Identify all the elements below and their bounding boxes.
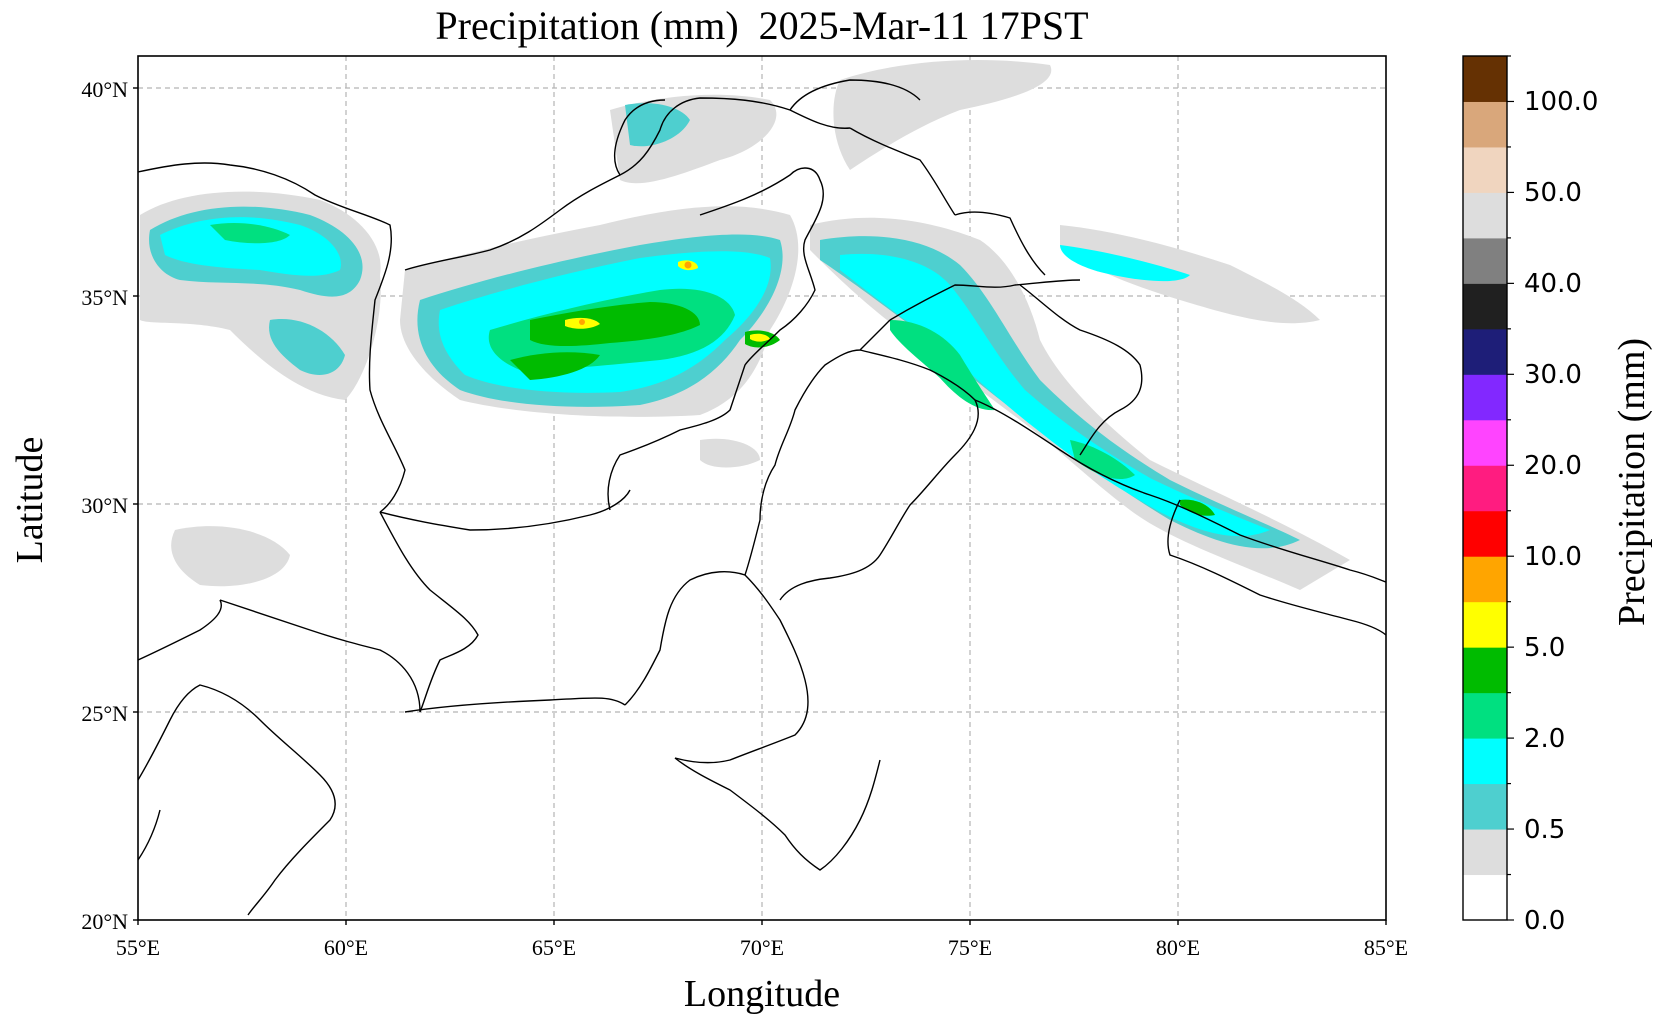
border-line (138, 162, 406, 513)
precip-contour-cyan (269, 319, 345, 375)
colorbar-segment (1463, 56, 1507, 102)
border-line (779, 349, 979, 601)
precip-contour-light (1060, 225, 1320, 324)
colorbar-segment (1463, 101, 1507, 148)
border-line (404, 97, 851, 271)
colorbar-segment (1463, 192, 1507, 239)
colorbar-segment (1463, 647, 1507, 694)
colorbar-tick-label: 2.0 (1524, 724, 1566, 754)
colorbar-segment (1463, 283, 1507, 330)
precip-contour-darkgreen (1180, 499, 1215, 516)
precip-contour-green (890, 320, 995, 411)
precip-contour-aqua (1060, 245, 1190, 282)
colorbar-tick-label: 0.5 (1524, 815, 1566, 845)
colorbar-tick-label: 0.0 (1524, 906, 1566, 936)
border-line (1019, 284, 1143, 456)
precip-field-darkgreen (510, 302, 1215, 516)
lon-tick-label: 70°E (739, 935, 785, 960)
lon-tick-label: 65°E (531, 935, 577, 960)
precip-contour-aqua (840, 253, 1270, 537)
border-line (624, 319, 891, 706)
colorbar-segment (1463, 146, 1507, 193)
lon-tick-label: 85°E (1363, 935, 1409, 960)
precip-contour-green (210, 223, 290, 244)
precip-field-orange (579, 261, 692, 325)
colorbar-segment (1463, 237, 1507, 284)
lon-tick-label: 80°E (1155, 935, 1201, 960)
axis-ticks (133, 87, 1387, 925)
colorbar-segment (1463, 601, 1507, 648)
border-line (1167, 499, 1386, 636)
lat-tick-label: 20°N (81, 909, 128, 934)
colorbar-tick-label: 100.0 (1524, 87, 1599, 117)
colorbar-tick-label: 40.0 (1524, 269, 1582, 299)
precip-contour-yellow (750, 333, 770, 342)
border-line (607, 167, 824, 511)
precip-contour-light (171, 526, 290, 587)
border-line (974, 399, 1386, 583)
colorbar-segment (1463, 692, 1507, 739)
colorbar-segment (1463, 374, 1507, 421)
lat-tick-label: 30°N (81, 493, 128, 518)
country-borders (138, 79, 1386, 916)
colorbar-tick-label: 10.0 (1524, 542, 1582, 572)
precip-contour-orange (684, 261, 692, 269)
colorbar (1462, 55, 1514, 921)
colorbar-segment (1463, 419, 1507, 466)
border-line (138, 599, 222, 661)
border-line (219, 599, 421, 713)
colorbar-segment (1463, 465, 1507, 512)
border-line (379, 511, 479, 713)
precip-contour-cyan (625, 103, 690, 147)
precip-contour-orange (579, 319, 585, 325)
lon-tick-label: 75°E (947, 935, 993, 960)
border-line (674, 574, 809, 764)
precip-contour-darkgreen (510, 352, 600, 380)
map-title: Precipitation (mm) 2025-Mar-11 17PST (435, 3, 1089, 48)
colorbar-segment (1463, 556, 1507, 603)
precip-contour-light (700, 438, 760, 468)
x-axis-label: Longitude (683, 973, 841, 1015)
precip-contour-aqua (160, 217, 341, 276)
border-line (138, 809, 161, 861)
lat-tick-label: 25°N (81, 701, 128, 726)
colorbar-segment (1463, 783, 1507, 830)
colorbar-segment (1463, 510, 1507, 557)
precip-contour-darkgreen (530, 302, 700, 347)
lat-tick-label: 40°N (81, 77, 128, 102)
lon-tick-label: 55°E (115, 935, 161, 960)
border-line (954, 211, 1046, 276)
border-line (379, 489, 631, 531)
precip-contour-green (1070, 440, 1135, 480)
colorbar-segment (1463, 874, 1507, 921)
colorbar-tick-label: 20.0 (1524, 451, 1582, 481)
colorbar-tick-label: 5.0 (1524, 633, 1566, 663)
border-line (849, 127, 956, 216)
border-line (789, 79, 921, 111)
colorbar-tick-label: 50.0 (1524, 178, 1582, 208)
colorbar-frame (1462, 55, 1508, 921)
lat-tick-label: 35°N (81, 285, 128, 310)
border-line (138, 684, 336, 916)
precip-contour-light (833, 60, 1052, 170)
border-line (613, 99, 666, 176)
colorbar-segment (1463, 829, 1507, 876)
colorbar-segment (1463, 328, 1507, 375)
colorbar-tick-label: 30.0 (1524, 360, 1582, 390)
border-line (674, 757, 881, 871)
border-line (889, 279, 1081, 321)
border-line (404, 697, 626, 713)
lon-tick-label: 60°E (323, 935, 369, 960)
colorbar-segment (1463, 738, 1507, 785)
